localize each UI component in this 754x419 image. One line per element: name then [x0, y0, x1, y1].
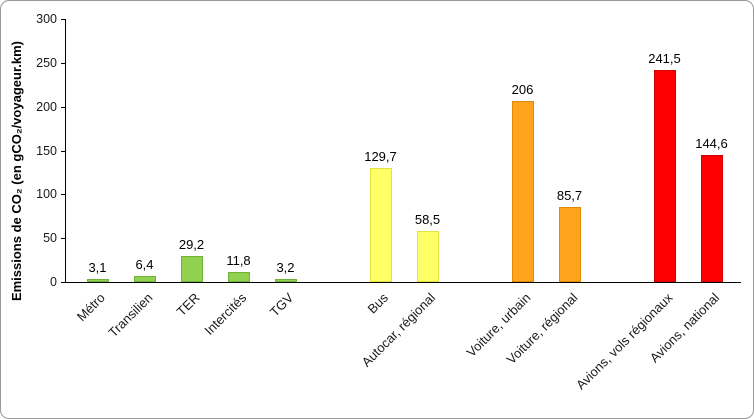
bar-column: 29,2 TER: [168, 19, 215, 319]
y-tick-mark: [61, 19, 65, 20]
plot-area: 3,1 Métro 6,4 Transilien 29,2 TER 11,8 Intercit…: [66, 19, 742, 392]
bar-column: 129,7 Bus: [357, 19, 404, 316]
bar-column: 6,4 Transilien: [105, 19, 168, 340]
bar-avions-national: [700, 155, 723, 282]
y-tick-label: 100: [36, 187, 57, 202]
bar-column: 144,6 Avions, national: [647, 19, 735, 365]
bar-tgv: [274, 279, 297, 282]
bar-autocar-régional: [416, 231, 439, 282]
x-axis-line: [65, 282, 741, 283]
y-tick-label: 150: [36, 143, 57, 158]
bar-value-label: 11,8: [226, 253, 251, 268]
x-axis-label: Bus: [364, 290, 392, 317]
y-tick-mark: [61, 63, 65, 64]
bar-value-label: 129,7: [364, 149, 397, 164]
group-gap: [593, 19, 641, 282]
group-gap: [451, 19, 499, 282]
bar-column: 3,1 Métro: [74, 19, 121, 324]
group-gap: [309, 19, 357, 282]
bar-column: 206 Voiture, urbain: [463, 19, 546, 360]
bar-value-label: 3,2: [276, 260, 295, 275]
bar-value-label: 3,1: [88, 260, 107, 275]
bar-column: 11,8 Intercités: [201, 19, 262, 338]
y-tick-mark: [61, 151, 65, 152]
bar-value-label: 6,4: [135, 257, 154, 272]
bar-value-label: 85,7: [556, 188, 583, 203]
y-tick-label: 0: [50, 275, 57, 289]
x-axis-label: Transilien: [104, 290, 156, 341]
bar-voiture-urbain: [511, 101, 534, 282]
bar-transilien: [133, 276, 156, 282]
bar-value-label: 206: [511, 82, 534, 97]
x-axis-label: Intercités: [201, 290, 250, 338]
bar-column: 85,7 Voiture, régional: [503, 19, 593, 367]
bar-métro: [86, 279, 109, 282]
bar-ter: [180, 256, 203, 282]
bar-avions-vols-régionaux: [653, 70, 676, 282]
bar-voiture-régional: [558, 207, 581, 282]
bar-value-label: 144,6: [695, 136, 728, 151]
bar-bus: [369, 168, 392, 282]
x-axis-label: Métro: [73, 290, 109, 325]
bar-column: 58,5 Autocar, régional: [359, 19, 451, 370]
x-axis-label: TER: [173, 290, 203, 319]
y-tick-mark: [61, 107, 65, 108]
bar-intercités: [227, 272, 250, 282]
bar-value-label: 58,5: [414, 212, 441, 227]
bar-value-label: 241,5: [648, 51, 681, 66]
y-axis-line: [65, 19, 66, 283]
y-tick-label: 50: [43, 231, 57, 246]
y-tick-mark: [61, 238, 65, 239]
bar-column: 3,2 TGV: [262, 19, 309, 320]
bar-value-label: 29,2: [178, 237, 205, 252]
y-tick-label: 200: [36, 99, 57, 114]
bar-column: 241,5 Avions, vols régionaux: [573, 19, 688, 392]
x-axis-label: TGV: [266, 290, 297, 320]
y-tick-label: 250: [36, 55, 57, 70]
y-tick-label: 300: [36, 12, 57, 26]
y-tick-mark: [61, 282, 65, 283]
y-tick-mark: [61, 194, 65, 195]
